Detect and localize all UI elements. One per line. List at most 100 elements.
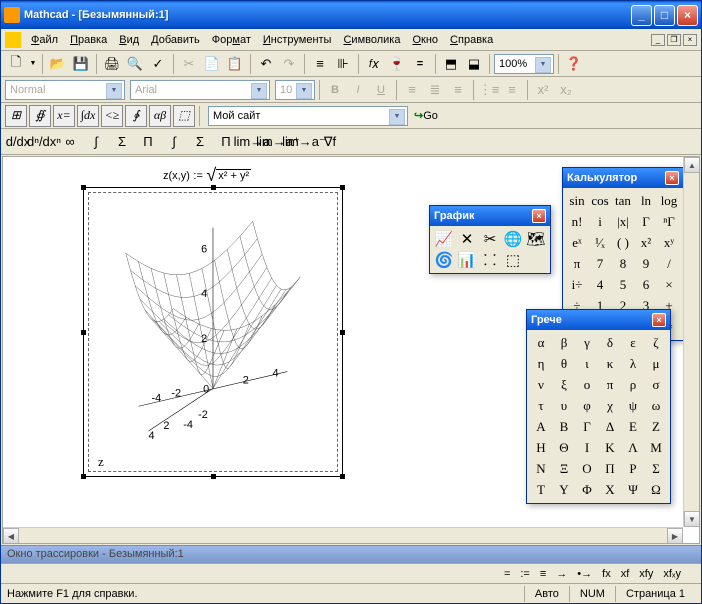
palette-cell[interactable]: cos (589, 191, 611, 211)
math-tool[interactable]: ⊞ (5, 105, 27, 127)
palette-cell[interactable]: Β (553, 417, 575, 437)
calculus-op[interactable]: Π (135, 131, 161, 153)
print-button[interactable]: 🖨 (101, 53, 123, 75)
palette-cell[interactable]: Τ (530, 480, 552, 500)
palette-cell[interactable]: γ (576, 333, 598, 353)
redo-button[interactable]: ↷ (278, 53, 300, 75)
palette-cell[interactable]: π (566, 254, 588, 274)
spell-button[interactable]: ✓ (147, 53, 169, 75)
palette-cell[interactable]: 📊 (456, 250, 478, 270)
eval-op[interactable]: xf (621, 568, 630, 580)
palette-cell[interactable]: ln (635, 191, 657, 211)
palette-cell[interactable]: ⬚ (502, 250, 524, 270)
math-tool[interactable]: αβ (149, 105, 171, 127)
palette-cell[interactable]: Λ (622, 438, 644, 458)
palette-cell[interactable]: ι (576, 354, 598, 374)
palette-cell[interactable]: / (658, 254, 680, 274)
palette-cell[interactable]: α (530, 333, 552, 353)
math-tool[interactable]: <≥ (101, 105, 123, 127)
math-tool[interactable]: ∫dx (77, 105, 99, 127)
palette-cell[interactable]: μ (645, 354, 667, 374)
palette-calc-close[interactable]: × (665, 171, 679, 185)
palette-cell[interactable]: Φ (576, 480, 598, 500)
close-button[interactable]: × (677, 5, 698, 26)
palette-cell[interactable]: η (530, 354, 552, 374)
numbering[interactable]: ≡ (501, 79, 523, 101)
palette-cell[interactable]: Ζ (645, 417, 667, 437)
palette-cell[interactable]: ⸬ (479, 250, 501, 270)
copy-button[interactable]: 📄 (201, 53, 223, 75)
palette-cell[interactable]: ξ (553, 375, 575, 395)
mdi-close[interactable]: × (683, 34, 697, 46)
palette-cell[interactable]: Η (530, 438, 552, 458)
palette-cell[interactable]: Κ (599, 438, 621, 458)
palette-cell[interactable]: i (589, 212, 611, 232)
italic-button[interactable]: I (347, 79, 369, 101)
calculus-op[interactable]: ∞ (57, 131, 83, 153)
calculus-op[interactable]: ∫ (83, 131, 109, 153)
undo-button[interactable]: ↶ (255, 53, 277, 75)
go-button[interactable]: ↪Go (409, 105, 443, 127)
palette-cell[interactable]: Ψ (622, 480, 644, 500)
menu-окно[interactable]: Окно (406, 32, 444, 48)
palette-cell[interactable]: τ (530, 396, 552, 416)
palette-cell[interactable]: υ (553, 396, 575, 416)
palette-cell[interactable]: n! (566, 212, 588, 232)
palette-cell[interactable]: Ν (530, 459, 552, 479)
unit-button[interactable]: 🍷 (386, 53, 408, 75)
align-button[interactable]: ≡ (309, 53, 331, 75)
calculus-op[interactable]: Σ (187, 131, 213, 153)
bullets[interactable]: ⋮≡ (478, 79, 500, 101)
mdi-minimize[interactable]: _ (651, 34, 665, 46)
palette-cell[interactable]: 8 (612, 254, 634, 274)
menu-вид[interactable]: Вид (113, 32, 145, 48)
bold-button[interactable]: B (324, 79, 346, 101)
new-button[interactable]: 🗋 (5, 53, 27, 75)
align-left[interactable]: ≡ (401, 79, 423, 101)
workspace[interactable]: z(x,y) := √x² + y² -4-2024 -2-424 246 (2, 156, 700, 544)
palette-cell[interactable]: 🌀 (433, 250, 455, 270)
palette-cell[interactable]: Γ (635, 212, 657, 232)
palette-cell[interactable]: ¹⁄ₓ (589, 233, 611, 253)
palette-cell[interactable]: sin (566, 191, 588, 211)
calculus-op[interactable]: lim→a⁻ (291, 131, 317, 153)
style-combo[interactable]: Normal (5, 80, 125, 100)
menu-добавить[interactable]: Добавить (145, 32, 206, 48)
new-dropdown[interactable]: ▼ (28, 53, 38, 75)
plot-3d[interactable]: -4-2024 -2-424 246 z (83, 187, 343, 477)
eval-op[interactable]: = (504, 568, 510, 580)
palette-cell[interactable]: tan (612, 191, 634, 211)
menu-формат[interactable]: Формат (206, 32, 257, 48)
calculus-op[interactable]: ∫ (161, 131, 187, 153)
menu-файл[interactable]: Файл (25, 32, 64, 48)
preview-button[interactable]: 🔍 (124, 53, 146, 75)
palette-cell[interactable]: ο (576, 375, 598, 395)
palette-cell[interactable]: 📈 (433, 229, 455, 249)
palette-cell[interactable]: i÷ (566, 275, 588, 295)
palette-cell[interactable]: β (553, 333, 575, 353)
palette-graph[interactable]: График× 📈✕✂🌐🗺🌀📊⸬⬚ (429, 205, 551, 274)
palette-cell[interactable]: ( ) (612, 233, 634, 253)
menu-справка[interactable]: Справка (444, 32, 499, 48)
cut-button[interactable]: ✂ (178, 53, 200, 75)
palette-cell[interactable]: Ρ (622, 459, 644, 479)
scrollbar-vertical[interactable]: ▲▼ (683, 157, 699, 527)
palette-cell[interactable]: eˣ (566, 233, 588, 253)
palette-graph-close[interactable]: × (532, 209, 546, 223)
subscript[interactable]: x₂ (555, 79, 577, 101)
maximize-button[interactable]: □ (654, 5, 675, 26)
math-tool[interactable]: x= (53, 105, 75, 127)
palette-cell[interactable]: λ (622, 354, 644, 374)
superscript[interactable]: x² (532, 79, 554, 101)
address-combo[interactable]: Мой сайт (208, 106, 408, 126)
math-tool[interactable]: ⬚ (173, 105, 195, 127)
palette-cell[interactable]: 9 (635, 254, 657, 274)
palette-cell[interactable]: Ξ (553, 459, 575, 479)
calculus-op[interactable]: dⁿ/dxⁿ (31, 131, 57, 153)
calc-button[interactable]: = (409, 53, 431, 75)
eval-op[interactable]: •→ (577, 568, 592, 580)
palette-cell[interactable] (525, 250, 547, 270)
math-tool[interactable]: ∳ (125, 105, 147, 127)
palette-cell[interactable]: Σ (645, 459, 667, 479)
palette-cell[interactable]: |x| (612, 212, 634, 232)
